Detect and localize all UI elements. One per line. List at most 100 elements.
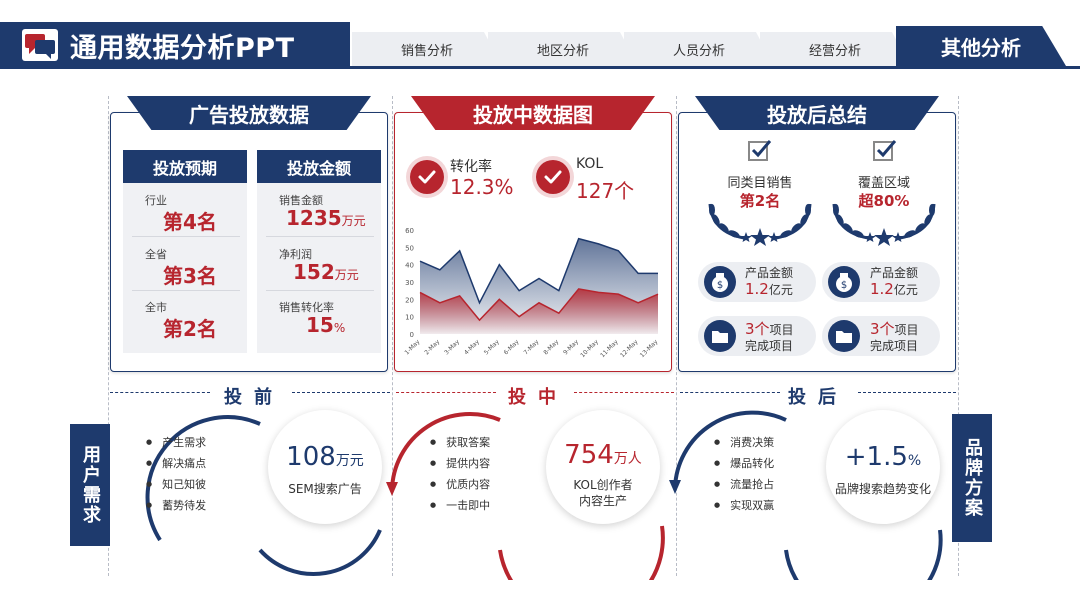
flow-bullet: 实现双赢 <box>714 497 774 513</box>
divider <box>266 236 374 237</box>
amount-column <box>257 150 381 353</box>
x-tick-label: 3-May <box>443 338 461 356</box>
guide-line <box>108 96 109 576</box>
flow-bullet: 消费决策 <box>714 434 774 450</box>
phase-after: 投后 <box>788 387 848 408</box>
metric-circle <box>826 410 940 524</box>
rank-value: 第4名 <box>163 210 217 234</box>
phase-divider <box>292 392 390 393</box>
metric-circle <box>268 410 382 524</box>
flow-bullet: 提供内容 <box>430 455 490 471</box>
page-title: 通用数据分析PPT <box>70 33 295 64</box>
mid-panel-title: 投放中数据图 <box>411 96 655 130</box>
phase-divider <box>574 392 674 393</box>
tab-other[interactable]: 其他分析 <box>896 26 1066 66</box>
side-label: 品牌方案 <box>962 438 983 518</box>
kpi-value: 12.3% <box>450 175 514 199</box>
rank-value: 第3名 <box>163 264 217 288</box>
divider <box>132 236 240 237</box>
expect-header: 投放预期 <box>123 150 247 183</box>
flow-bullet: 流量抢占 <box>714 476 774 492</box>
guide-line <box>958 96 959 576</box>
x-tick-label: 12-May <box>619 338 640 359</box>
laurel-icon <box>704 198 816 250</box>
x-tick-label: 11-May <box>599 338 620 359</box>
kpi-label: 转化率 <box>450 159 492 175</box>
flow-bullet: 知己知彼 <box>146 476 206 492</box>
phase-divider <box>396 392 496 393</box>
pill-label: 3个项目 <box>870 320 919 338</box>
header-underline <box>0 66 1080 69</box>
amount-label: 销售金额 <box>279 194 323 207</box>
side-user-needs: 用户需求 <box>70 424 110 546</box>
award-value: 超80% <box>858 192 910 210</box>
side-label: 用户需求 <box>80 445 101 525</box>
metric-value: 108万元 <box>286 442 364 472</box>
x-tick-label: 9-May <box>562 338 580 356</box>
flow-bullet: 产生需求 <box>146 434 206 450</box>
rank-label: 全省 <box>145 248 167 261</box>
metric-caption: KOL创作者 <box>573 478 633 492</box>
tab-operation[interactable]: 经营分析 <box>760 32 910 66</box>
flow-bullet: 解决痛点 <box>146 455 206 471</box>
laurel-icon <box>828 198 940 250</box>
amount-label: 销售转化率 <box>279 301 334 314</box>
rank-label: 行业 <box>145 194 167 207</box>
phase-during: 投中 <box>508 387 568 408</box>
metric-value: +1.5% <box>844 442 922 472</box>
series-line <box>419 288 659 322</box>
tab-sales[interactable]: 销售分析 <box>352 32 502 66</box>
x-tick-label: 10-May <box>579 338 600 359</box>
kpi-label: KOL <box>576 156 604 172</box>
amount-value: 15% <box>306 313 346 337</box>
x-tick-label: 6-May <box>503 338 521 356</box>
x-tick-label: 13-May <box>639 338 660 359</box>
metric-value: 754万人 <box>564 440 642 470</box>
pill-label: 产品金额 <box>870 266 919 280</box>
area-chart: 0 10 20 30 40 50 60 1-May 2-May 3-May 4-May 5-May 6-… <box>403 227 660 359</box>
pill-label: 3个项目 <box>745 320 794 338</box>
metric-caption: SEM搜索广告 <box>288 482 362 496</box>
check-circle-icon <box>410 160 444 194</box>
checkbox-icon <box>747 138 773 166</box>
y-tick-label: 60 <box>405 227 414 235</box>
y-tick-label: 20 <box>405 296 414 304</box>
amount-value: 1235万元 <box>286 206 366 230</box>
flow-bullet: 获取答案 <box>430 434 490 450</box>
ad-panel-title: 广告投放数据 <box>127 96 371 130</box>
phase-divider <box>110 392 210 393</box>
header-bar <box>0 22 350 68</box>
award-label: 覆盖区域 <box>857 176 910 191</box>
folder-icon <box>704 320 736 352</box>
phase-before: 投前 <box>224 387 284 408</box>
check-circle-icon <box>536 160 570 194</box>
tab-staff[interactable]: 人员分析 <box>624 32 774 66</box>
kpi-value: 127个 <box>576 179 635 203</box>
amount-header: 投放金额 <box>257 150 381 183</box>
y-tick-label: 0 <box>410 331 414 339</box>
amount-label: 净利润 <box>279 248 312 261</box>
checkbox-icon <box>872 138 898 166</box>
series-line <box>419 237 658 305</box>
svg-text:$: $ <box>841 280 847 291</box>
amount-value: 152万元 <box>293 260 359 284</box>
x-tick-label: 7-May <box>522 338 540 356</box>
x-tick-label: 1-May <box>403 338 421 356</box>
divider <box>132 290 240 291</box>
y-tick-label: 50 <box>405 244 414 252</box>
svg-text:$: $ <box>717 280 723 291</box>
folder-icon <box>828 320 860 352</box>
after-panel-title: 投放后总结 <box>695 96 939 130</box>
award-label: 同类目销售 <box>727 176 793 191</box>
pill-label: 产品金额 <box>745 266 794 280</box>
x-tick-label: 5-May <box>483 338 501 356</box>
phase-divider <box>680 392 780 393</box>
flow-bullet: 爆品转化 <box>714 455 774 471</box>
tab-region[interactable]: 地区分析 <box>488 32 638 66</box>
expect-column <box>123 150 247 353</box>
y-tick-label: 10 <box>405 314 414 322</box>
y-tick-label: 30 <box>405 279 414 287</box>
award-value: 第2名 <box>739 192 781 210</box>
guide-line <box>676 96 677 576</box>
guide-line <box>392 96 393 576</box>
